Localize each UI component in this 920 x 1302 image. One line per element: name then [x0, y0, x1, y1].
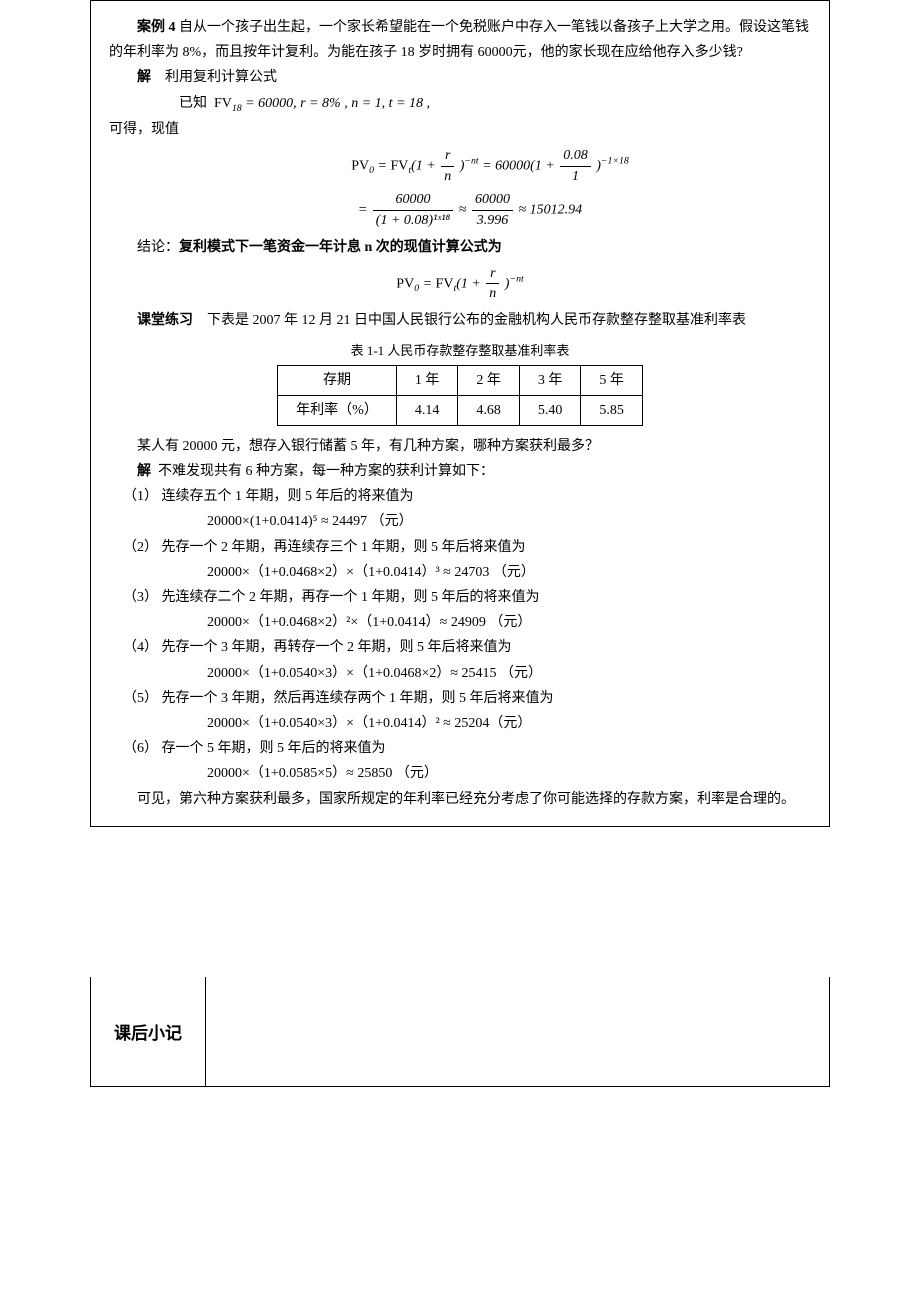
example4: 案例 4 自从一个孩子出生起，一个家长希望能在一个免税账户中存入一笔钱以备孩子上…: [109, 15, 811, 65]
pv-intro: 可得，现值: [109, 117, 811, 142]
solution-label: 解: [137, 70, 151, 85]
example4-text: 自从一个孩子出生起，一个家长希望能在一个免税账户中存入一笔钱以备孩子上大学之用。…: [109, 20, 809, 60]
practice-question: 某人有 20000 元，想存入银行储蓄 5 年，有几种方案，哪种方案获利最多？: [109, 434, 811, 459]
table-row: 存期 1 年 2 年 3 年 5 年: [278, 365, 643, 395]
table-caption: 表 1-1 人民币存款整存整取基准利率表: [109, 339, 811, 362]
scheme-item: （4） 先存一个 3 年期，再转存一个 2 年期，则 5 年后将来值为: [123, 635, 811, 660]
scheme-equation: 20000×（1+0.0540×3）×（1+0.0468×2）≈ 25415 （…: [207, 661, 811, 686]
table-cell: 3 年: [519, 365, 581, 395]
conclusion: 结论：复利模式下一笔资金一年计息 n 次的现值计算公式为: [109, 235, 811, 260]
conclusion-formula: PV0 = FVt(1 + rn )−nt: [109, 264, 811, 304]
table-cell: 4.14: [396, 395, 458, 425]
table-row: 年利率（%） 4.14 4.68 5.40 5.85: [278, 395, 643, 425]
known-line: 已知 FV18 = 60000, r = 8% , n = 1, t = 18 …: [109, 91, 811, 117]
practice-summary: 可见，第六种方案获利最多，国家所规定的年利率已经充分考虑了你可能选择的存款方案，…: [109, 787, 811, 812]
table-cell: 2 年: [458, 365, 520, 395]
table-cell: 5.85: [581, 395, 643, 425]
table-cell: 存期: [278, 365, 397, 395]
table-cell: 4.68: [458, 395, 520, 425]
practice-solution-text: 不难发现共有 6 种方案，每一种方案的获利计算如下：: [158, 464, 494, 479]
practice-solution-label: 解: [137, 464, 151, 479]
table-cell: 1 年: [396, 365, 458, 395]
conclusion-text: 复利模式下一笔资金一年计息 n 次的现值计算公式为: [179, 240, 502, 255]
scheme-item: （2） 先存一个 2 年期，再连续存三个 1 年期，则 5 年后将来值为: [123, 535, 811, 560]
practice-intro-line: 课堂练习 下表是 2007 年 12 月 21 日中国人民银行公布的金融机构人民…: [109, 308, 811, 333]
rate-table: 存期 1 年 2 年 3 年 5 年 年利率（%） 4.14 4.68 5.40…: [277, 365, 643, 426]
table-cell: 5.40: [519, 395, 581, 425]
scheme-equation: 20000×(1+0.0414)⁵ ≈ 24497 （元）: [207, 509, 811, 534]
table-cell: 年利率（%）: [278, 395, 397, 425]
scheme-item: （3） 先连续存二个 2 年期，再存一个 1 年期，则 5 年后的将来值为: [123, 585, 811, 610]
scheme-equation: 20000×（1+0.0468×2）×（1+0.0414）³ ≈ 24703 （…: [207, 560, 811, 585]
pv-equation-2: = 60000(1 + 0.08)¹ˣ¹⁸ ≈ 600003.996 ≈ 150…: [109, 190, 811, 230]
schemes-container: （1） 连续存五个 1 年期，则 5 年后的将来值为20000×(1+0.041…: [109, 484, 811, 786]
footer-row: 课后小记: [90, 977, 830, 1087]
solution-intro: 利用复利计算公式: [165, 70, 277, 85]
practice-label: 课堂练习: [137, 313, 193, 328]
footer-notes-area: [206, 977, 829, 1086]
pv-equation-1: PV0 = FVt(1 + rn )−nt = 60000(1 + 0.081 …: [109, 146, 811, 186]
scheme-item: （6） 存一个 5 年期，则 5 年后的将来值为: [123, 736, 811, 761]
scheme-equation: 20000×（1+0.0468×2）²×（1+0.0414）≈ 24909 （元…: [207, 610, 811, 635]
example4-label: 案例 4: [137, 20, 176, 35]
footer-label: 课后小记: [91, 977, 206, 1086]
practice-solution: 解 不难发现共有 6 种方案，每一种方案的获利计算如下：: [109, 459, 811, 484]
conclusion-label: 结论：: [137, 240, 179, 255]
scheme-item: （1） 连续存五个 1 年期，则 5 年后的将来值为: [123, 484, 811, 509]
solution-line: 解 利用复利计算公式: [109, 65, 811, 90]
main-content: 案例 4 自从一个孩子出生起，一个家长希望能在一个免税账户中存入一笔钱以备孩子上…: [90, 0, 830, 827]
scheme-item: （5） 先存一个 3 年期，然后再连续存两个 1 年期，则 5 年后将来值为: [123, 686, 811, 711]
scheme-equation: 20000×（1+0.0585×5）≈ 25850 （元）: [207, 761, 811, 786]
practice-intro: 下表是 2007 年 12 月 21 日中国人民银行公布的金融机构人民币存款整存…: [207, 313, 746, 328]
table-cell: 5 年: [581, 365, 643, 395]
known-prefix: 已知: [179, 96, 207, 111]
scheme-equation: 20000×（1+0.0540×3）×（1+0.0414）² ≈ 25204（元…: [207, 711, 811, 736]
known-math: FV18 = 60000, r = 8% , n = 1, t = 18 ,: [214, 96, 430, 111]
